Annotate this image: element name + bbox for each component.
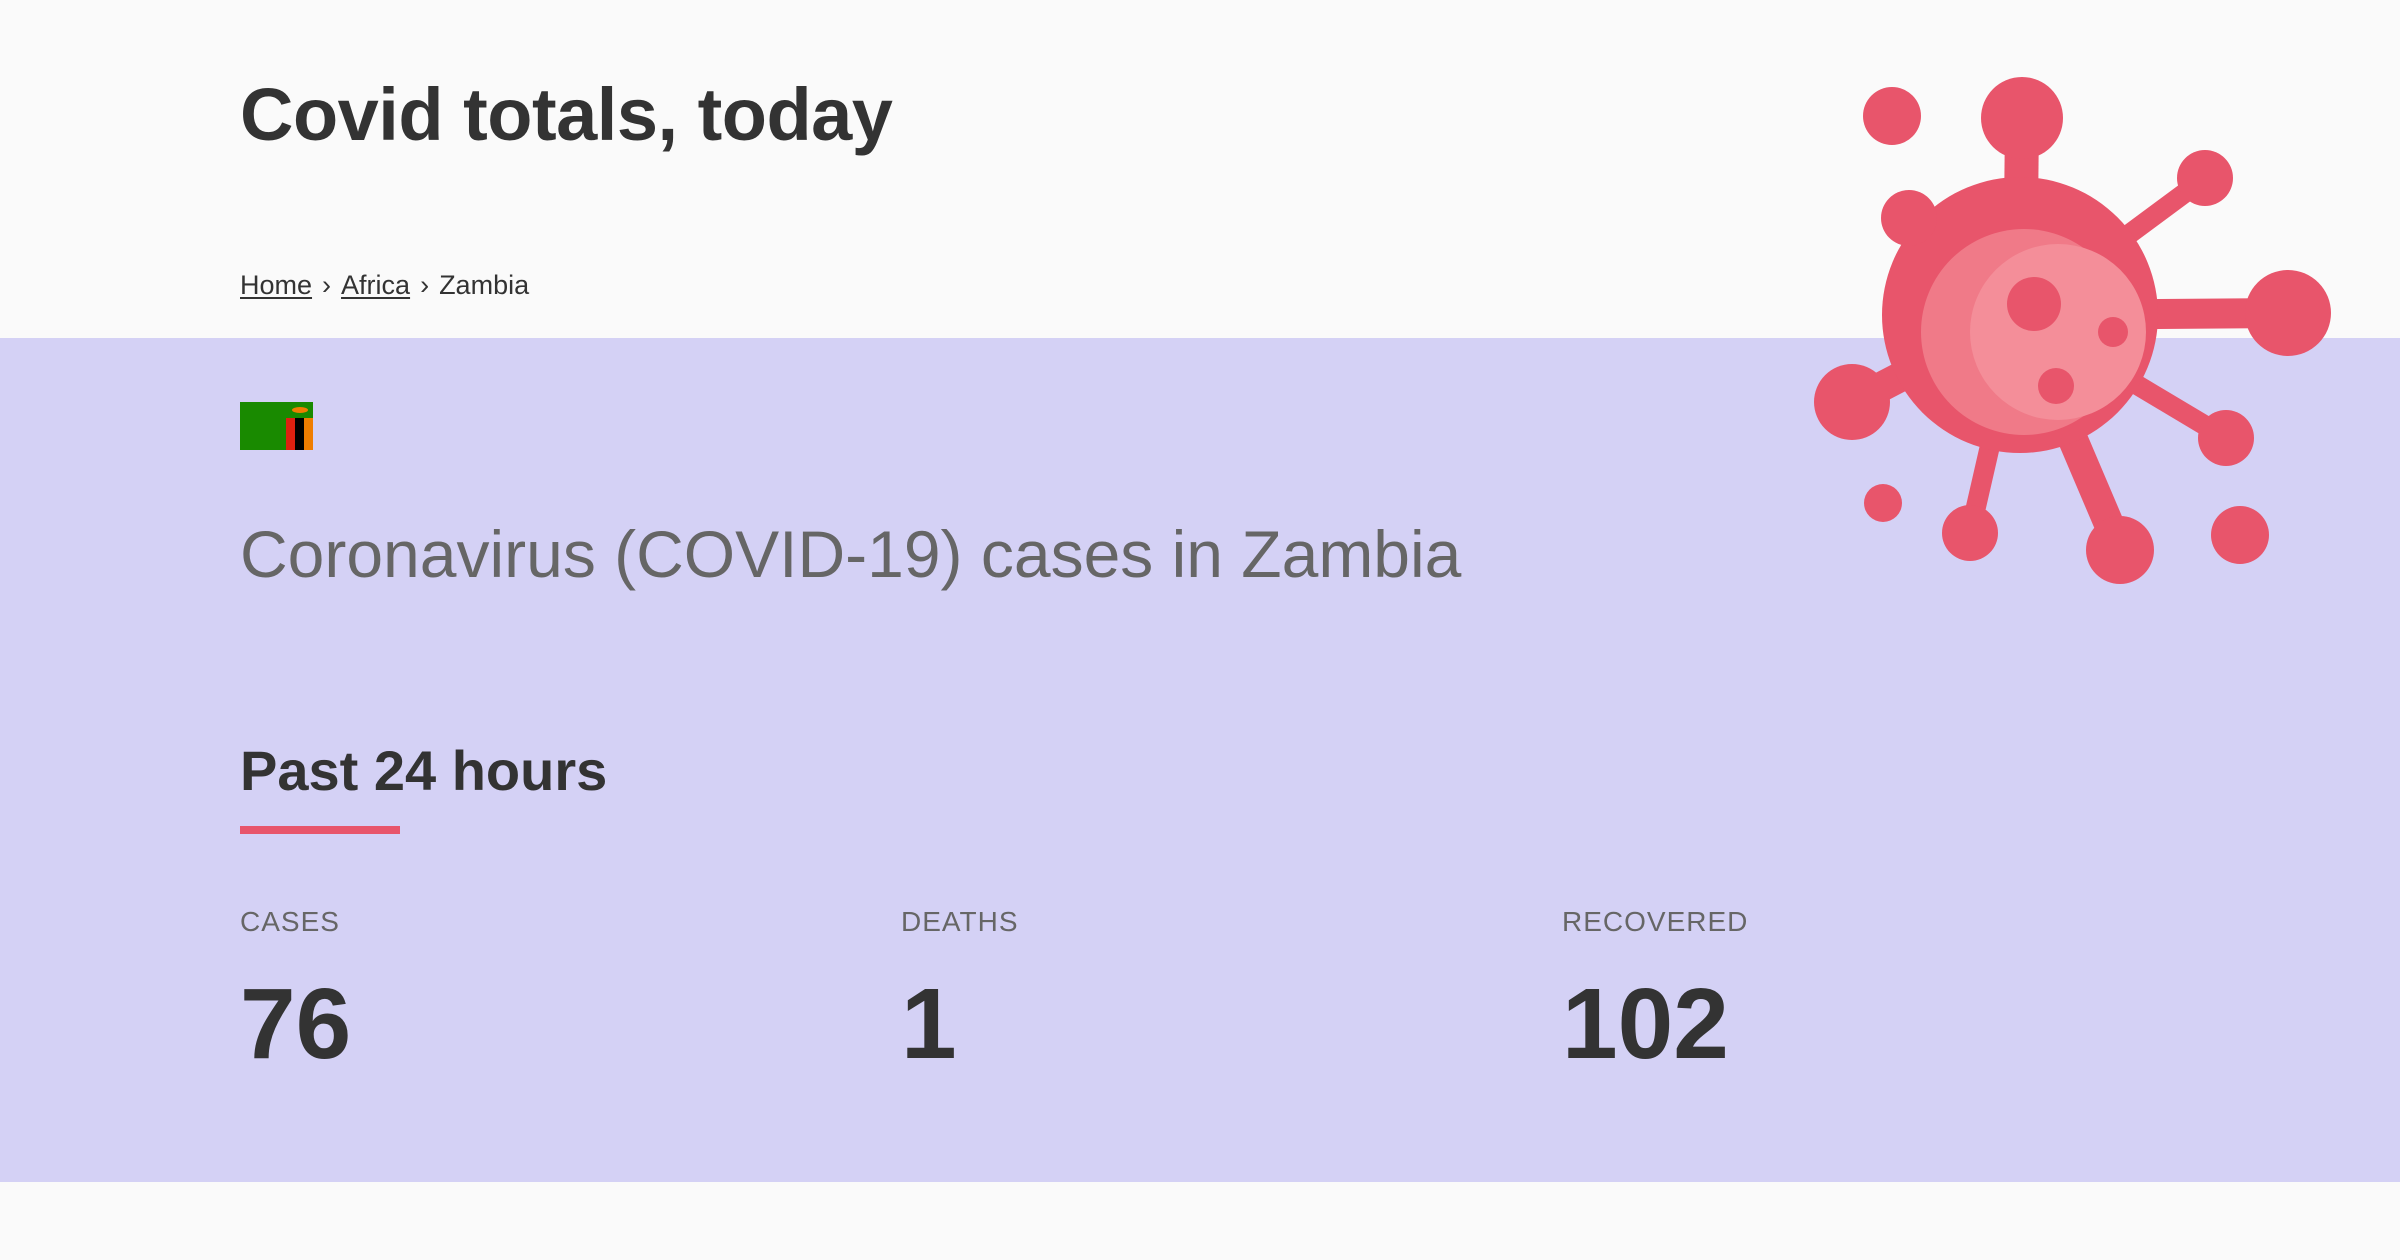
flag-stripe-black (295, 418, 304, 450)
stat-deaths-label: DEATHS (901, 906, 1019, 937)
zambia-flag-icon (240, 402, 313, 450)
breadcrumb-separator: › (322, 270, 332, 300)
stat-recovered: RECOVERED 102 (1562, 906, 1748, 1074)
virus-icon (1814, 77, 2331, 584)
stat-deaths-value: 1 (901, 968, 957, 1080)
breadcrumb-separator: › (420, 270, 430, 300)
flag-eagle (292, 407, 308, 413)
section-title: Past 24 hours (240, 739, 608, 802)
section-underline (240, 826, 400, 834)
breadcrumb-africa-link[interactable]: Africa (341, 270, 411, 300)
site-title: Covid totals, today (240, 73, 893, 156)
flag-stripe-red (286, 418, 295, 450)
country-heading: Coronavirus (COVID-19) cases in Zambia (240, 517, 1462, 591)
stat-recovered-value: 102 (1562, 968, 1729, 1080)
stat-cases: CASES 76 (240, 906, 351, 1074)
stat-deaths: DEATHS 1 (901, 906, 1019, 1074)
stat-cases-value: 76 (240, 968, 352, 1080)
flag-stripe-orange (304, 418, 313, 450)
breadcrumb-home-link[interactable]: Home (240, 270, 313, 300)
breadcrumb-current: Zambia (439, 270, 530, 300)
stat-cases-label: CASES (240, 906, 340, 937)
page-header: Covid totals, today Home › Africa › Zambia (0, 0, 2400, 338)
stat-recovered-label: RECOVERED (1562, 906, 1749, 937)
breadcrumb: Home › Africa › Zambia (240, 270, 529, 301)
country-stats-band (0, 338, 2400, 1182)
